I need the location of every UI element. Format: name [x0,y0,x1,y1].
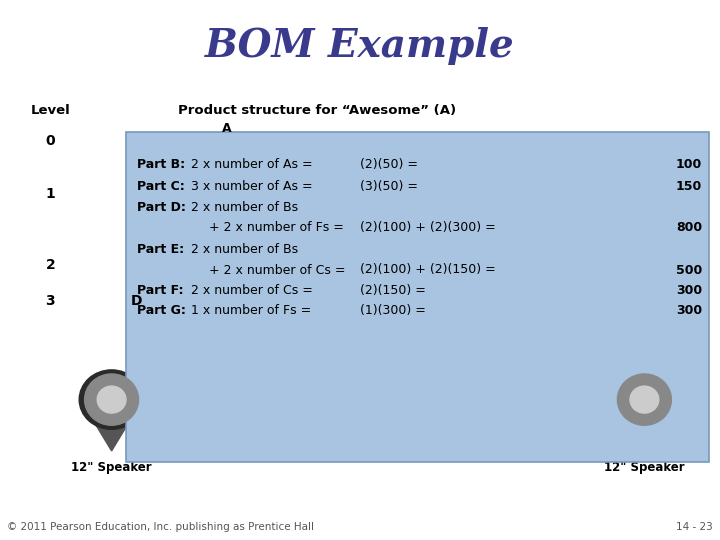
Ellipse shape [630,386,659,413]
FancyBboxPatch shape [126,132,709,462]
Text: 2 x number of Bs: 2 x number of Bs [191,243,298,256]
Text: 3 x number of As =: 3 x number of As = [191,180,312,193]
Text: D: D [131,294,143,308]
Text: 3: 3 [45,294,55,308]
Text: 150: 150 [676,180,702,193]
Polygon shape [626,421,662,451]
Text: 2 x number of As =: 2 x number of As = [191,158,312,171]
Text: 12" Speaker: 12" Speaker [71,461,152,474]
Text: 500: 500 [676,264,702,276]
Text: Part F:: Part F: [137,284,184,297]
Text: 2 x number of Cs =: 2 x number of Cs = [191,284,312,297]
Ellipse shape [618,374,671,426]
Text: 12" Speaker: 12" Speaker [604,461,685,474]
Text: Part G:: Part G: [137,304,186,317]
Text: (1)(300) =: (1)(300) = [360,304,426,317]
Text: 300: 300 [676,304,702,317]
Text: 14 - 23: 14 - 23 [676,522,713,531]
Text: (2)(150) =: (2)(150) = [360,284,426,297]
Text: (2)(100) + (2)(300) =: (2)(100) + (2)(300) = [360,221,496,234]
Text: Part E:: Part E: [137,243,184,256]
Ellipse shape [79,370,144,429]
Text: Part D:: Part D: [137,201,186,214]
Text: 0: 0 [45,134,55,149]
Text: 800: 800 [676,221,702,234]
Text: Part C:: Part C: [137,180,184,193]
Text: (2)(50) =: (2)(50) = [360,158,418,171]
Text: 2: 2 [45,258,55,272]
Text: Product structure for “Awesome” (A): Product structure for “Awesome” (A) [178,104,456,117]
Text: Level: Level [30,104,71,117]
Text: 1: 1 [45,187,55,201]
Text: Part B:: Part B: [137,158,185,171]
Text: (3)(50) =: (3)(50) = [360,180,418,193]
Text: 100: 100 [676,158,702,171]
Ellipse shape [612,370,677,429]
Text: (2)(100) + (2)(150) =: (2)(100) + (2)(150) = [360,264,496,276]
Text: + 2 x number of Cs =: + 2 x number of Cs = [209,264,346,276]
Text: 2 x number of Bs: 2 x number of Bs [191,201,298,214]
Text: © 2011 Pearson Education, Inc. publishing as Prentice Hall: © 2011 Pearson Education, Inc. publishin… [7,522,314,531]
Text: Amp-booster: Amp-booster [322,434,398,447]
Text: 300: 300 [676,284,702,297]
Polygon shape [94,421,130,451]
Ellipse shape [85,374,138,426]
Text: A: A [222,122,232,135]
Text: + 2 x number of Fs =: + 2 x number of Fs = [209,221,343,234]
Ellipse shape [97,386,126,413]
Text: BOM Example: BOM Example [205,27,515,65]
FancyBboxPatch shape [317,383,403,413]
Text: 1 x number of Fs =: 1 x number of Fs = [191,304,311,317]
